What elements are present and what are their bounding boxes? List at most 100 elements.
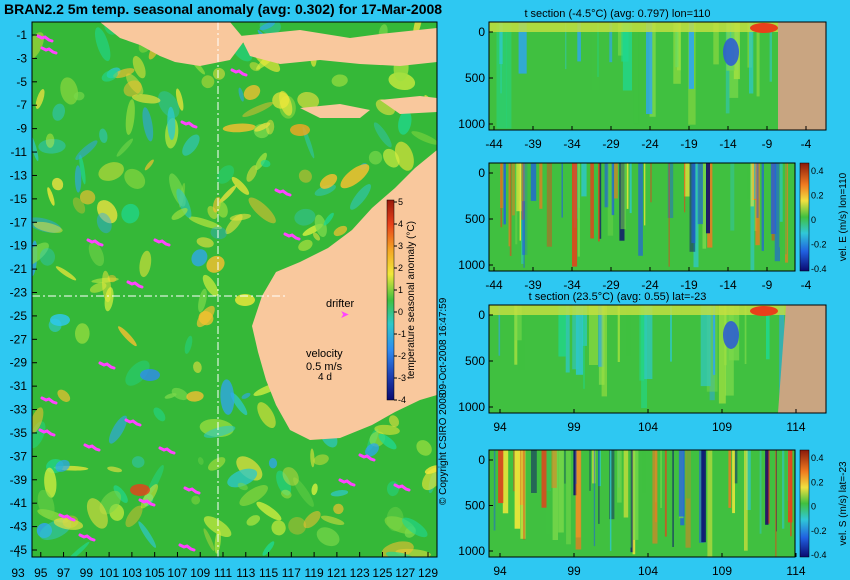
section-frame xyxy=(488,21,827,131)
section-streak xyxy=(668,163,670,267)
section-streak xyxy=(646,22,653,114)
section-streak xyxy=(490,450,494,509)
section-streak xyxy=(502,450,509,514)
drifter-track xyxy=(98,361,116,370)
anomaly-patch xyxy=(171,387,189,401)
anomaly-patch xyxy=(206,255,225,273)
lon-tick-label: 99 xyxy=(80,566,94,580)
section-streak xyxy=(629,163,632,214)
map-lon-ticks: 93 95 97 99 101 103 105 107 109 111 113 115 117 119 12… xyxy=(11,552,438,580)
section-xtick-label: -29 xyxy=(602,137,620,151)
colorbar-label: temperature seasonal anomaly (°C) xyxy=(406,221,417,379)
section-xtick-label: 99 xyxy=(567,564,581,578)
anomaly-patch xyxy=(227,468,258,488)
anomaly-patch xyxy=(241,392,251,399)
section-streak xyxy=(512,163,515,216)
section-streak xyxy=(530,163,537,201)
section-xtick-label: 109 xyxy=(712,564,732,578)
anomaly-patch xyxy=(57,389,71,402)
lon-tick-label: 119 xyxy=(305,566,324,580)
section-streak xyxy=(545,450,551,535)
lat-tick-label: -17 xyxy=(10,215,28,229)
section-colorbar-tick: -0.4 xyxy=(811,264,827,274)
section-streak xyxy=(506,22,512,129)
anomaly-patch xyxy=(47,187,55,206)
section-streak xyxy=(516,163,523,212)
section-streak xyxy=(641,450,646,494)
section-background xyxy=(489,22,826,130)
section-streak xyxy=(756,22,760,97)
section-xtick-label: -14 xyxy=(719,278,737,292)
section-streak xyxy=(649,22,656,117)
section-streak xyxy=(673,22,681,84)
anomaly-patch xyxy=(319,173,338,189)
anomaly-patch xyxy=(276,470,292,496)
anomaly-patch xyxy=(313,454,329,466)
section-xtick-label: -9 xyxy=(762,137,773,151)
anomaly-patch xyxy=(402,517,428,538)
section-streak xyxy=(626,163,629,209)
section-streak xyxy=(774,163,780,262)
section-streak xyxy=(779,305,785,402)
anomaly-patch xyxy=(230,392,248,416)
anomaly-patch xyxy=(60,77,79,105)
section-streak xyxy=(757,305,760,370)
anomaly-patch xyxy=(125,505,143,528)
section-panel: 0 500 1000 94 99 104 109 114 0.4 0.2 0 -0.2 -0.4 vel.… xyxy=(458,449,849,578)
anomaly-patch xyxy=(184,335,193,354)
section-streak xyxy=(514,305,522,341)
section-streak xyxy=(744,450,748,551)
anomaly-patch xyxy=(32,421,46,449)
map-lat-ticks: -1 -3 -5 -7 -9 -11 -13 -15 -17 -19 -21 -23 -25 -27 -29… xyxy=(10,28,37,557)
anomaly-patch xyxy=(116,138,134,157)
anomaly-patch xyxy=(73,91,85,101)
anomaly-patch xyxy=(44,467,57,498)
section-streak xyxy=(693,163,699,268)
anomaly-patch xyxy=(37,489,55,519)
section-streak xyxy=(652,450,658,544)
anomaly-patch xyxy=(368,150,383,165)
drifter-track xyxy=(178,543,196,552)
anomaly-patch xyxy=(398,110,412,135)
section-streak xyxy=(607,163,614,236)
anomaly-patch xyxy=(262,541,275,556)
surface-band xyxy=(489,305,826,315)
section-streak xyxy=(604,163,609,208)
anomaly-patch xyxy=(153,407,166,422)
anomaly-patch xyxy=(74,165,82,193)
lon-tick-label: 97 xyxy=(57,566,71,580)
lat-tick-label: -5 xyxy=(16,75,27,89)
anomaly-patch xyxy=(216,165,235,184)
anomaly-patch xyxy=(196,237,214,248)
section-streak xyxy=(519,163,526,202)
anomaly-patch xyxy=(45,133,55,148)
section-streak xyxy=(688,22,694,89)
section-panel: t section (23.5°C) (avg: 0.55) lat=-23 0 5… xyxy=(458,291,827,434)
section-ytick-label: 500 xyxy=(465,499,485,513)
anomaly-patch xyxy=(256,501,282,521)
anomaly-patch xyxy=(198,310,214,326)
lat-tick-label: -39 xyxy=(10,473,28,487)
section-streak xyxy=(493,450,496,531)
section-streak xyxy=(633,450,639,540)
main-colorbar: 5 4 3 2 1 0 -1 -2 -3 -4 temperature seasonal anom… xyxy=(386,197,417,405)
lat-tick-label: -37 xyxy=(10,449,28,463)
anomaly-patch xyxy=(72,197,86,214)
lat-tick-label: -41 xyxy=(10,496,28,510)
anomaly-patch xyxy=(107,466,122,473)
section-streak xyxy=(749,22,754,94)
lat-tick-label: -33 xyxy=(10,403,28,417)
section-streak xyxy=(523,163,525,268)
anomaly-patch xyxy=(138,521,157,548)
anomaly-patch xyxy=(311,483,318,496)
colorbar-tick-label: 3 xyxy=(398,241,403,251)
section-streak xyxy=(702,163,707,249)
drifter-track xyxy=(180,120,198,129)
lon-tick-label: 111 xyxy=(214,566,233,580)
anomaly-patch xyxy=(248,197,276,224)
section-frame xyxy=(488,304,827,414)
anomaly-patch xyxy=(125,360,150,386)
lon-tick-label: 125 xyxy=(372,566,392,580)
section-streak xyxy=(609,450,615,520)
section-streak xyxy=(552,450,558,540)
